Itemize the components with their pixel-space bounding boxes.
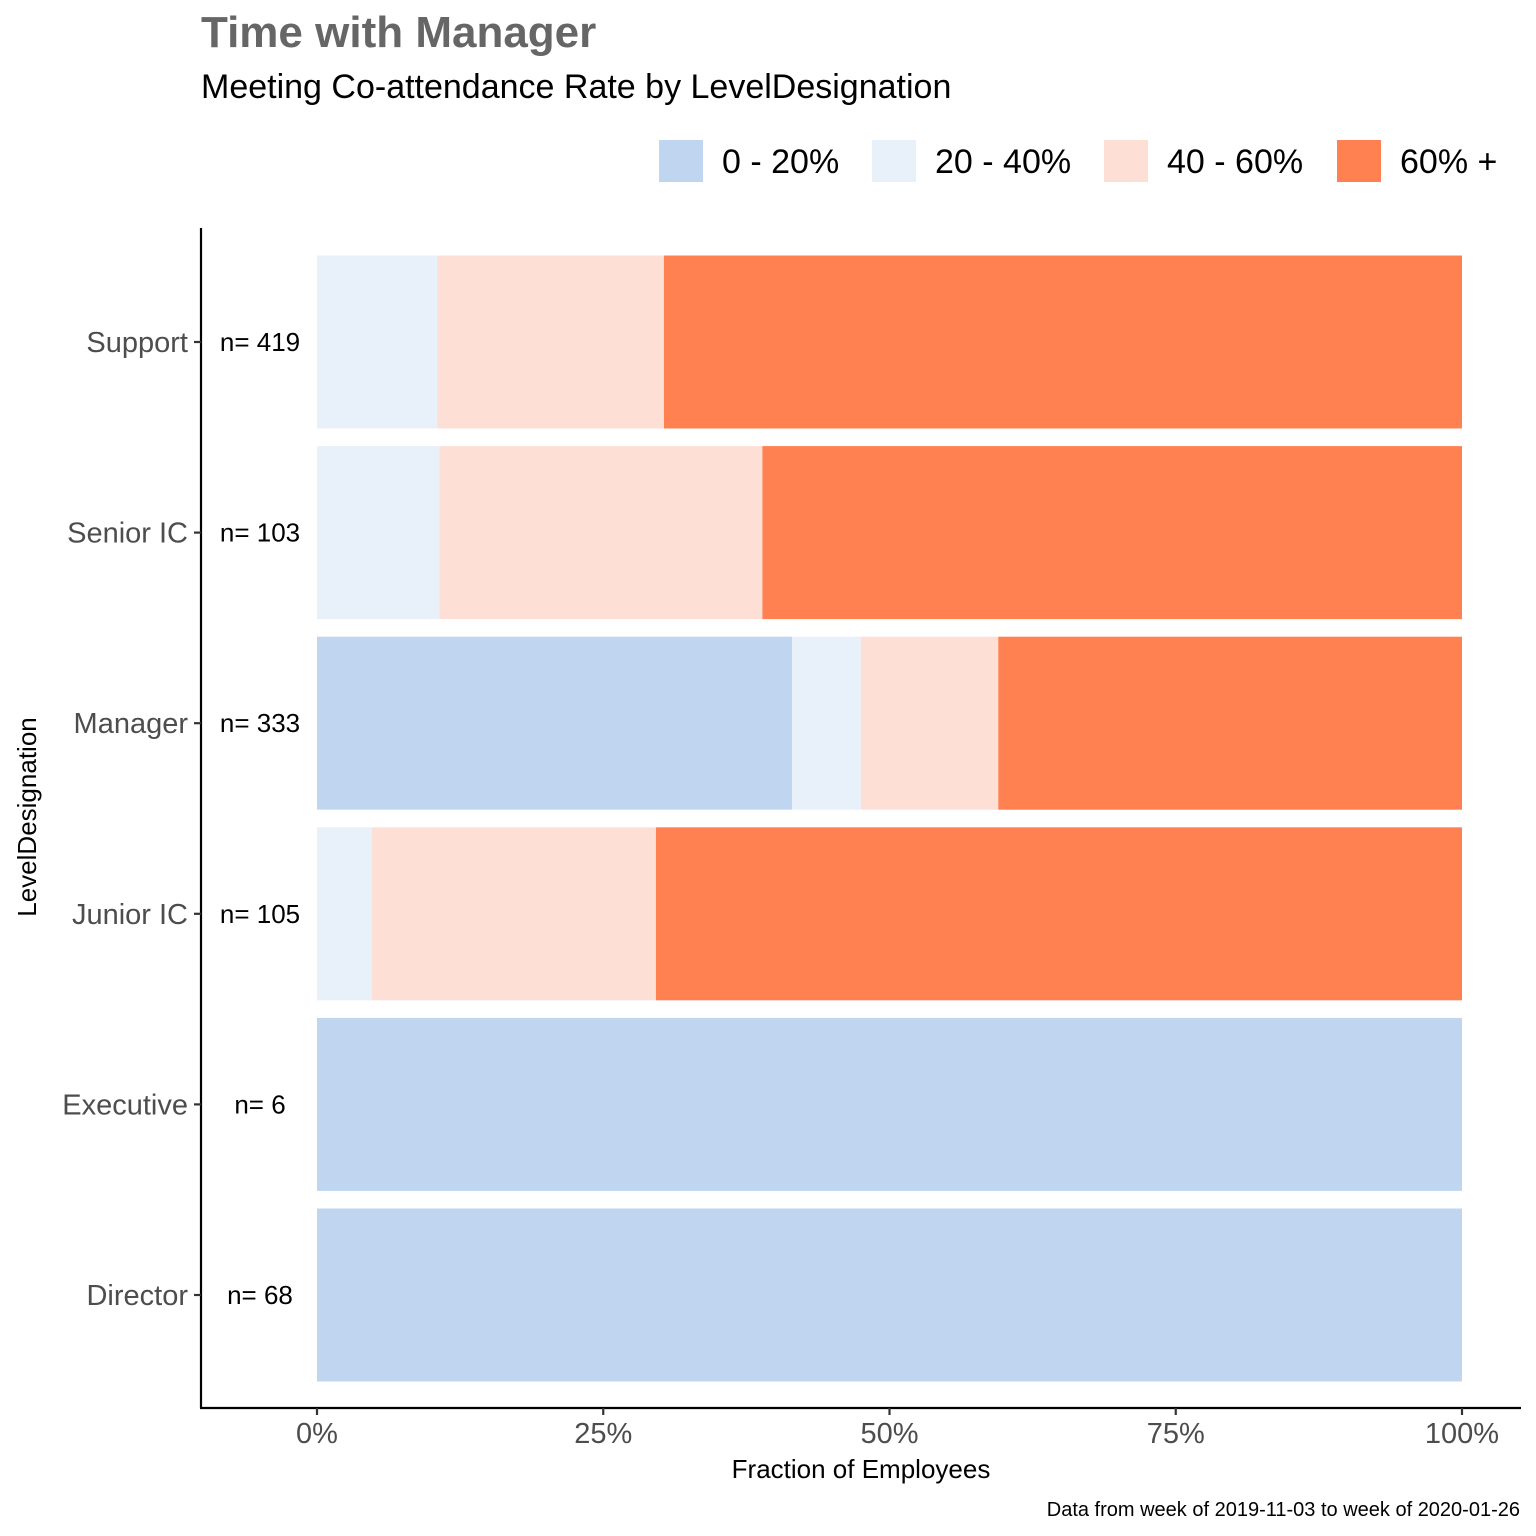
x-tick-label-100: 100%	[1425, 1418, 1499, 1450]
chart-subtitle: Meeting Co-attendance Rate by LevelDesig…	[201, 68, 952, 106]
legend: 0 - 20% 20 - 40% 40 - 60% 60% +	[659, 140, 1497, 182]
bar-manager-20-40	[792, 636, 861, 810]
bar-support-60	[663, 255, 1462, 429]
y-tick-label-support: Support	[86, 327, 188, 359]
legend-swatch-60	[1337, 140, 1381, 182]
legend-swatch-40-60	[1104, 140, 1148, 182]
y-tick-label-senior-ic: Senior IC	[67, 518, 188, 550]
bar-junior-ic-40-60	[371, 827, 656, 1001]
n-label-executive: n= 6	[234, 1089, 285, 1119]
axes-group	[199, 228, 1521, 1410]
legend-label-0-20: 0 - 20%	[722, 143, 839, 181]
n-labels-group: n= 419 n= 103 n= 333 n= 105 n= 6 n= 68	[220, 327, 300, 1310]
x-axis-title: Fraction of Employees	[732, 1454, 991, 1484]
n-label-director: n= 68	[227, 1280, 293, 1310]
legend-swatch-0-20	[659, 140, 703, 182]
bar-director-0-20	[317, 1208, 1462, 1382]
bar-senior-ic-40-60	[439, 446, 763, 620]
ticks-group: Support Senior IC Manager Junior IC Executiv…	[62, 327, 1499, 1450]
legend-label-60: 60% +	[1400, 143, 1497, 181]
bar-manager-40-60	[860, 636, 999, 810]
n-label-junior-ic: n= 105	[220, 899, 300, 929]
x-tick-label-50: 50%	[860, 1418, 918, 1450]
bar-support-20-40	[317, 255, 438, 429]
y-tick-label-manager: Manager	[74, 708, 189, 740]
bar-support-40-60	[437, 255, 664, 429]
x-tick-label-25: 25%	[574, 1418, 632, 1450]
bar-senior-ic-20-40	[317, 446, 440, 620]
n-label-manager: n= 333	[220, 708, 300, 738]
bar-manager-0-20	[317, 636, 793, 810]
legend-label-40-60: 40 - 60%	[1167, 143, 1303, 181]
bar-executive-0-20	[317, 1017, 1462, 1191]
y-tick-label-director: Director	[86, 1280, 188, 1312]
bars-group	[317, 255, 1462, 1382]
bar-junior-ic-20-40	[317, 827, 372, 1001]
y-axis-title: LevelDesignation	[12, 717, 42, 916]
y-tick-label-executive: Executive	[62, 1089, 188, 1121]
y-tick-label-junior-ic: Junior IC	[72, 899, 188, 931]
x-tick-label-0: 0%	[296, 1418, 338, 1450]
n-label-senior-ic: n= 103	[220, 518, 300, 548]
chart-title: Time with Manager	[201, 8, 597, 57]
bar-manager-60	[998, 636, 1462, 810]
bar-junior-ic-60	[655, 827, 1462, 1001]
caption: Data from week of 2019-11-03 to week of …	[1047, 1499, 1520, 1521]
n-label-support: n= 419	[220, 327, 300, 357]
legend-swatch-20-40	[872, 140, 916, 182]
legend-label-20-40: 20 - 40%	[935, 143, 1071, 181]
bar-senior-ic-60	[762, 446, 1462, 620]
x-tick-label-75: 75%	[1147, 1418, 1205, 1450]
